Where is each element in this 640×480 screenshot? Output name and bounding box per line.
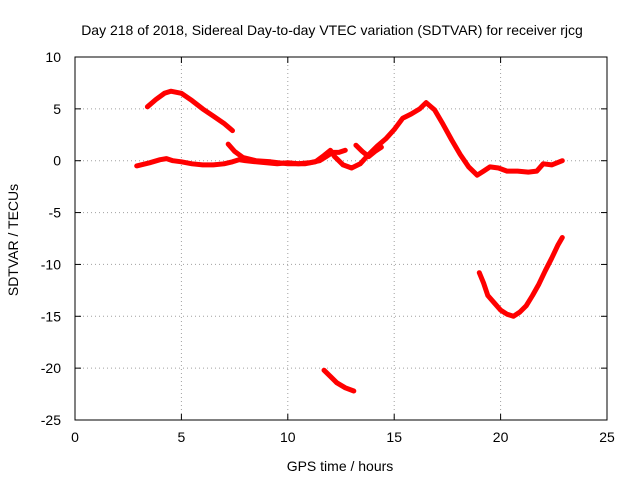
x-tick-label: 15 (386, 429, 402, 445)
y-tick-label: -10 (41, 256, 61, 272)
x-tick-label: 25 (599, 429, 615, 445)
grid (75, 57, 607, 420)
y-tick-label: 0 (53, 153, 61, 169)
y-tick-label: 10 (45, 49, 61, 65)
chart-title: Day 218 of 2018, Sidereal Day-to-day VTE… (81, 22, 583, 38)
x-axis-label: GPS time / hours (287, 458, 394, 474)
series-arc-4 (353, 142, 384, 160)
x-tick-label: 5 (178, 429, 186, 445)
plot-frame (74, 56, 608, 421)
y-axis-label: SDTVAR / TECUs (5, 184, 21, 296)
series-layer (134, 88, 565, 394)
x-tick-label: 0 (71, 429, 79, 445)
x-tick-label: 10 (280, 429, 296, 445)
series-arc-5 (321, 367, 357, 394)
y-tick-label: -25 (41, 412, 61, 428)
series-arc-6 (476, 235, 565, 319)
ticks (74, 56, 608, 421)
series-arc-2 (144, 88, 235, 134)
series-arc-3 (225, 100, 565, 178)
x-tick-label: 20 (493, 429, 509, 445)
y-tick-label: -5 (49, 205, 62, 221)
x-tick-labels: 0 5 10 15 20 25 (71, 429, 615, 445)
y-tick-label: 5 (53, 101, 61, 117)
y-tick-label: -15 (41, 308, 61, 324)
y-tick-labels: -25 -20 -15 -10 -5 0 5 10 (41, 49, 61, 428)
y-tick-label: -20 (41, 360, 61, 376)
